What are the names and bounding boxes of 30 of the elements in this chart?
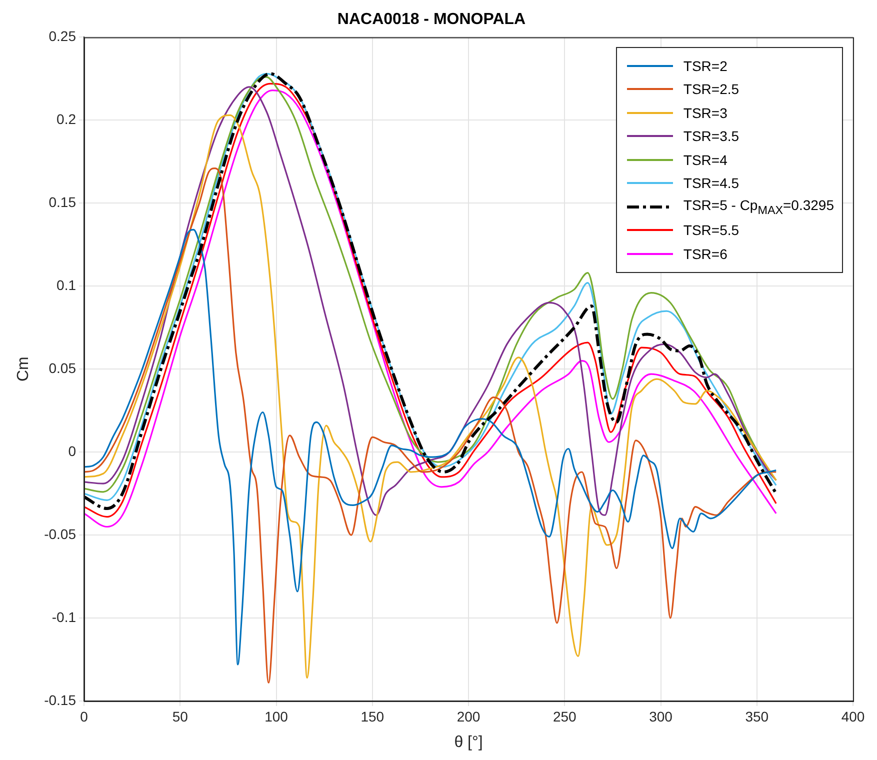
legend-label: TSR=3 xyxy=(683,104,728,121)
legend-label: TSR=5 - Cp$_{MAX}$=0.3295 xyxy=(683,197,834,217)
legend-label: TSR=2 xyxy=(683,58,728,74)
legend-label: TSR=2.5 xyxy=(683,81,740,98)
legend-label: TSR=3.5 xyxy=(683,128,740,144)
chart-title: NACA0018 - MONOPALA xyxy=(337,11,526,28)
y-tick-label: 0.2 xyxy=(56,111,76,128)
x-axis-title: θ [°] xyxy=(454,734,483,751)
x-tick-label: 200 xyxy=(456,708,480,724)
legend-label: TSR=5.5 xyxy=(683,222,740,238)
y-axis-title: Cm xyxy=(15,356,32,382)
y-tick-label: 0 xyxy=(68,442,76,459)
y-tick-label: 0.15 xyxy=(48,194,76,210)
legend-label: TSR=6 xyxy=(683,246,728,262)
y-tick-label: -0.05 xyxy=(44,526,76,542)
y-tick-label: -0.1 xyxy=(52,608,76,625)
x-tick-label: 50 xyxy=(172,708,188,724)
x-tick-label: 250 xyxy=(552,708,577,724)
x-tick-label: 100 xyxy=(264,708,288,724)
y-tick-label: 0.1 xyxy=(56,276,76,293)
x-tick-label: 400 xyxy=(841,708,865,724)
x-tick-label: 150 xyxy=(360,708,384,724)
x-tick-label: 350 xyxy=(745,708,769,724)
legend-label: TSR=4 xyxy=(683,152,728,168)
y-tick-label: -0.15 xyxy=(44,692,76,708)
x-tick-label: 300 xyxy=(649,708,673,724)
y-tick-label: 0.05 xyxy=(48,360,76,376)
legend-label: TSR=4.5 xyxy=(683,175,740,192)
x-tick-label: 0 xyxy=(80,708,88,724)
y-tick-label: 0.25 xyxy=(48,28,76,44)
